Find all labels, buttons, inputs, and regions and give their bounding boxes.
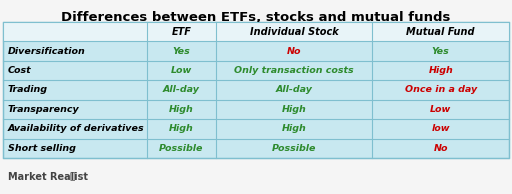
Text: Ⓠ: Ⓠ: [70, 172, 75, 181]
Text: Low: Low: [170, 66, 192, 75]
Text: No: No: [434, 144, 448, 153]
Text: low: low: [432, 124, 450, 133]
Text: Possible: Possible: [159, 144, 204, 153]
Text: Availability of derivatives: Availability of derivatives: [8, 124, 144, 133]
Text: Market Realist: Market Realist: [8, 172, 88, 182]
Text: Transparency: Transparency: [8, 105, 80, 114]
Text: All-day: All-day: [275, 86, 312, 94]
Text: ETF: ETF: [172, 27, 191, 37]
Text: Possible: Possible: [272, 144, 316, 153]
Text: No: No: [287, 47, 301, 56]
Text: Yes: Yes: [173, 47, 190, 56]
Text: Low: Low: [430, 105, 451, 114]
Text: Differences between ETFs, stocks and mutual funds: Differences between ETFs, stocks and mut…: [61, 11, 451, 24]
Text: Individual Stock: Individual Stock: [249, 27, 338, 37]
Text: Only transaction costs: Only transaction costs: [234, 66, 354, 75]
Text: High: High: [282, 124, 306, 133]
Text: Short selling: Short selling: [8, 144, 76, 153]
Text: Yes: Yes: [432, 47, 450, 56]
Text: Mutual Fund: Mutual Fund: [407, 27, 475, 37]
Text: High: High: [169, 124, 194, 133]
Bar: [3, 22, 509, 42]
Text: Once in a day: Once in a day: [404, 86, 477, 94]
Text: High: High: [169, 105, 194, 114]
Text: All-day: All-day: [163, 86, 200, 94]
Text: Cost: Cost: [8, 66, 32, 75]
Text: Diversification: Diversification: [8, 47, 86, 56]
Text: Trading: Trading: [8, 86, 48, 94]
Bar: [3, 22, 509, 158]
Text: High: High: [429, 66, 453, 75]
Text: High: High: [282, 105, 306, 114]
